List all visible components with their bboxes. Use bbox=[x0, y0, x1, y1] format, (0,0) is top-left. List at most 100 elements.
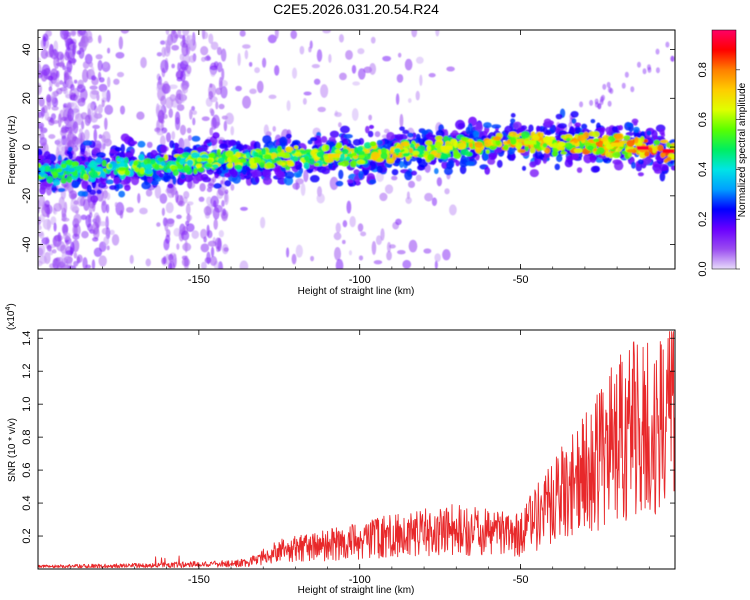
spectrogram-x-label: Height of straight line (km) bbox=[298, 286, 415, 297]
noise-blob bbox=[101, 90, 107, 99]
band-core-blob bbox=[593, 138, 600, 143]
band-core-blob bbox=[225, 150, 234, 158]
band-blob bbox=[137, 140, 146, 148]
noise-blob bbox=[56, 241, 66, 252]
snr-scale-label: (x104) bbox=[5, 303, 17, 330]
noise-blob bbox=[163, 238, 170, 251]
noise-blob bbox=[62, 65, 67, 71]
noise-blob bbox=[82, 61, 90, 69]
band-blob bbox=[131, 175, 140, 186]
band-blob bbox=[150, 149, 158, 158]
band-blob bbox=[352, 138, 362, 146]
snr-y-label: SNR (10 * v/v) bbox=[7, 418, 18, 482]
noise-blob bbox=[446, 66, 455, 72]
noise-blob bbox=[105, 216, 109, 230]
band-core-blob bbox=[474, 141, 483, 148]
noise-blob bbox=[41, 237, 50, 245]
noise-blob bbox=[97, 59, 103, 72]
noise-blob bbox=[171, 131, 176, 140]
noise-blob bbox=[73, 213, 82, 224]
band-blob bbox=[253, 141, 261, 151]
noise-blob bbox=[624, 71, 629, 78]
band-blob bbox=[455, 119, 466, 130]
band-core-blob bbox=[468, 138, 473, 143]
band-blob bbox=[542, 156, 548, 164]
noise-blob bbox=[597, 103, 602, 110]
noise-blob bbox=[200, 228, 208, 240]
band-blob bbox=[459, 159, 469, 168]
noise-blob bbox=[165, 96, 174, 109]
band-blob bbox=[169, 140, 175, 149]
band-core-blob bbox=[144, 163, 153, 170]
noise-blob bbox=[415, 56, 424, 64]
noise-blob bbox=[621, 82, 626, 89]
y-tick-label: 0.2 bbox=[21, 528, 33, 543]
noise-blob bbox=[91, 221, 100, 235]
noise-blob bbox=[160, 40, 166, 45]
noise-blob bbox=[249, 88, 257, 95]
noise-blob bbox=[220, 180, 224, 185]
noise-blob bbox=[106, 76, 111, 88]
noise-blob bbox=[201, 116, 210, 122]
band-core-blob bbox=[227, 162, 234, 169]
noise-blob bbox=[106, 89, 111, 103]
band-core-blob bbox=[134, 167, 140, 173]
noise-blob bbox=[415, 90, 420, 101]
band-core-blob bbox=[334, 149, 341, 154]
noise-blob bbox=[335, 222, 341, 234]
band-core-blob bbox=[325, 144, 330, 151]
noise-blob bbox=[171, 44, 180, 51]
noise-blob bbox=[382, 55, 392, 62]
band-core-blob bbox=[565, 137, 571, 142]
x-tick-label: -150 bbox=[188, 274, 210, 286]
band-blob bbox=[564, 159, 573, 168]
band-blob bbox=[574, 125, 581, 135]
noise-blob bbox=[41, 64, 51, 76]
colorbar-frame bbox=[711, 29, 737, 270]
noise-blob bbox=[60, 129, 68, 134]
band-blob bbox=[536, 125, 541, 132]
band-blob bbox=[544, 152, 551, 159]
band-core-blob bbox=[276, 145, 282, 153]
noise-blob bbox=[97, 104, 103, 114]
noise-blob bbox=[46, 94, 52, 103]
noise-blob bbox=[399, 113, 404, 128]
band-core-blob bbox=[435, 135, 443, 141]
hot-spot bbox=[327, 153, 340, 158]
band-core-blob bbox=[424, 139, 433, 146]
band-core-blob bbox=[66, 175, 73, 184]
spectrogram-y-label: Frequency (Hz) bbox=[7, 116, 18, 185]
noise-blob bbox=[77, 79, 84, 88]
band-blob bbox=[71, 180, 80, 189]
noise-blob bbox=[370, 36, 376, 44]
noise-blob bbox=[182, 85, 189, 94]
band-blob bbox=[557, 123, 567, 129]
snr-y-ticks: 0.2 0.4 0.6 0.8 1.0 1.2 1.4 bbox=[21, 331, 675, 544]
band-core-blob bbox=[291, 149, 297, 154]
band-core-blob bbox=[94, 166, 104, 172]
noise-blob bbox=[210, 65, 218, 71]
band-blob bbox=[418, 158, 428, 168]
noise-blob bbox=[216, 46, 222, 56]
band-core-blob bbox=[316, 151, 325, 158]
band-core-blob bbox=[38, 162, 42, 168]
noise-blob bbox=[38, 231, 45, 239]
noise-blob bbox=[90, 112, 99, 123]
band-core-blob bbox=[642, 138, 649, 143]
band-blob bbox=[367, 130, 374, 138]
noise-blob bbox=[642, 68, 647, 75]
band-blob bbox=[510, 118, 516, 124]
band-core-blob bbox=[551, 150, 559, 157]
noise-blob bbox=[73, 79, 78, 84]
noise-blob bbox=[42, 218, 52, 230]
noise-blob bbox=[101, 227, 109, 235]
band-core-blob bbox=[586, 145, 594, 151]
band-blob bbox=[368, 124, 375, 130]
band-core-blob bbox=[303, 162, 310, 170]
band-core-blob bbox=[108, 163, 113, 169]
noise-blob bbox=[189, 109, 193, 120]
band-blob bbox=[109, 185, 117, 190]
band-core-blob bbox=[394, 148, 401, 154]
noise-blob bbox=[104, 104, 114, 115]
noise-blob bbox=[48, 119, 55, 126]
